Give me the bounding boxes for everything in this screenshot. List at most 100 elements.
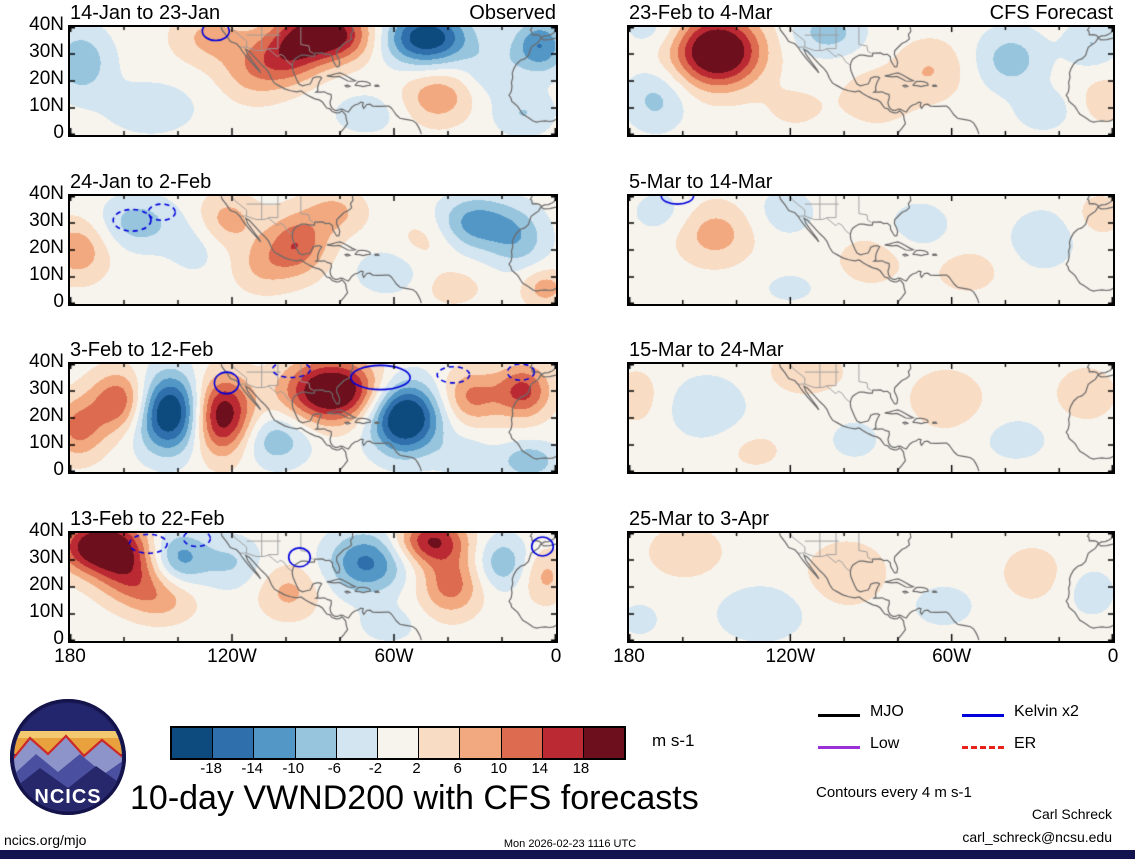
anomaly-map-canvas bbox=[629, 364, 1113, 472]
anomaly-map-canvas bbox=[629, 533, 1113, 641]
map-panel-observed-4: 13-Feb to 22-Feb bbox=[68, 506, 558, 643]
x-axis-label: 0 bbox=[1107, 646, 1119, 667]
y-axis-label: 30N bbox=[29, 41, 64, 62]
colorbar-tick-label: 18 bbox=[572, 760, 590, 777]
colorbar-tick-label: 14 bbox=[531, 760, 549, 777]
x-axis-label: 60W bbox=[932, 646, 972, 667]
credit-name: Carl Schreck bbox=[1031, 806, 1112, 822]
y-axis-label: 20N bbox=[29, 237, 64, 258]
legend-label: Low bbox=[870, 735, 900, 752]
panel-date-range: 15-Mar to 24-Mar bbox=[629, 339, 784, 361]
y-axis-label: 40N bbox=[29, 351, 64, 372]
x-axis-label: 120W bbox=[207, 646, 257, 667]
x-axis-label: 120W bbox=[765, 646, 816, 667]
y-axis-label: 0 bbox=[53, 628, 64, 649]
ncics-logo-text: NCICS bbox=[34, 786, 101, 808]
legend-line-kelvin-x2 bbox=[962, 714, 1004, 717]
map-panel-forecast-4: 25-Mar to 3-Apr bbox=[627, 506, 1115, 643]
legend-label: MJO bbox=[870, 703, 904, 720]
colorbar bbox=[170, 726, 626, 760]
y-axis-label: 10N bbox=[29, 95, 64, 116]
colorbar-segment bbox=[419, 728, 461, 758]
map-panel-observed-2: 24-Jan to 2-Feb bbox=[68, 169, 558, 306]
colorbar-tick-label: -2 bbox=[368, 760, 383, 777]
map-frame bbox=[627, 25, 1115, 137]
map-panel-forecast-1: 23-Feb to 4-Mar CFS Forecast bbox=[627, 0, 1115, 137]
y-axis-label: 40N bbox=[29, 520, 64, 541]
legend-line-low bbox=[818, 746, 860, 749]
y-axis-label: 20N bbox=[29, 405, 64, 426]
y-axis-label: 20N bbox=[29, 574, 64, 595]
map-panel-forecast-2: 5-Mar to 14-Mar bbox=[627, 169, 1115, 306]
panel-date-range: 3-Feb to 12-Feb bbox=[70, 339, 214, 361]
units-label: m s-1 bbox=[652, 731, 695, 750]
map-frame bbox=[627, 531, 1115, 643]
colorbar-tick-label: 2 bbox=[412, 760, 421, 777]
colorbar-tick-label: -18 bbox=[200, 760, 222, 777]
map-frame bbox=[627, 362, 1115, 474]
y-axis-label: 0 bbox=[53, 459, 64, 480]
logo-ring bbox=[10, 699, 126, 815]
y-axis-label: 30N bbox=[29, 547, 64, 568]
anomaly-map-canvas bbox=[70, 364, 556, 472]
colorbar-segment bbox=[213, 728, 255, 758]
anomaly-map-canvas bbox=[70, 196, 556, 304]
site-link: ncics.org/mjo bbox=[4, 832, 87, 848]
map-frame bbox=[68, 362, 558, 474]
credit-email: carl_schreck@ncsu.edu bbox=[962, 829, 1112, 845]
colorbar-segment bbox=[583, 728, 625, 758]
x-axis-label: 180 bbox=[54, 646, 86, 667]
colorbar-segment bbox=[336, 728, 378, 758]
colorbar-segment bbox=[377, 728, 420, 758]
colorbar-tick-label: 10 bbox=[490, 760, 508, 777]
column-header-forecast: CFS Forecast bbox=[989, 2, 1113, 24]
y-axis-label: 20N bbox=[29, 68, 64, 89]
y-axis-label: 10N bbox=[29, 601, 64, 622]
colorbar-segment bbox=[460, 728, 502, 758]
legend-label: Kelvin x2 bbox=[1014, 703, 1079, 720]
colorbar-tick-label: -10 bbox=[282, 760, 305, 777]
colorbar-segment bbox=[254, 728, 296, 758]
map-frame bbox=[68, 194, 558, 306]
panel-date-range: 5-Mar to 14-Mar bbox=[629, 171, 773, 193]
y-axis-label: 40N bbox=[29, 14, 64, 35]
map-frame bbox=[627, 194, 1115, 306]
panel-date-range: 14-Jan to 23-Jan bbox=[70, 2, 221, 24]
panel-date-range: 24-Jan to 2-Feb bbox=[70, 171, 212, 193]
anomaly-map-canvas bbox=[629, 196, 1113, 304]
column-header-observed: Observed bbox=[469, 2, 556, 24]
colorbar-tick-label: -6 bbox=[327, 760, 342, 777]
ncics-logo: NCICS bbox=[10, 699, 126, 815]
colorbar-segment bbox=[542, 728, 584, 758]
map-frame bbox=[68, 25, 558, 137]
panel-date-range: 23-Feb to 4-Mar bbox=[629, 2, 773, 24]
x-axis-label: 180 bbox=[613, 646, 645, 667]
logo-sunset-light bbox=[14, 731, 122, 738]
colorbar-segment bbox=[501, 728, 543, 758]
legend-label: ER bbox=[1014, 735, 1037, 752]
bottom-bar bbox=[0, 850, 1135, 859]
anomaly-map-canvas bbox=[70, 533, 556, 641]
y-axis-label: 0 bbox=[53, 291, 64, 312]
colorbar-segment bbox=[172, 728, 214, 758]
logo-mountain-front bbox=[14, 766, 122, 811]
y-axis-label: 10N bbox=[29, 264, 64, 285]
panel-date-range: 13-Feb to 22-Feb bbox=[70, 508, 225, 530]
y-axis-label: 0 bbox=[53, 122, 64, 143]
y-axis-label: 30N bbox=[29, 378, 64, 399]
map-panel-observed-3: 3-Feb to 12-Feb bbox=[68, 337, 558, 474]
map-frame bbox=[68, 531, 558, 643]
y-axis-label: 40N bbox=[29, 183, 64, 204]
colorbar-segment bbox=[295, 728, 337, 758]
panel-date-range: 25-Mar to 3-Apr bbox=[629, 508, 770, 530]
legend-line-er bbox=[962, 746, 1004, 749]
colorbar-tick-label: 6 bbox=[453, 760, 462, 777]
y-axis-label: 30N bbox=[29, 210, 64, 231]
x-axis-label: 60W bbox=[374, 646, 414, 667]
contour-note: Contours every 4 m s-1 bbox=[816, 784, 972, 801]
x-axis-label: 0 bbox=[550, 646, 562, 667]
map-panel-forecast-3: 15-Mar to 24-Mar bbox=[627, 337, 1115, 474]
y-axis-label: 10N bbox=[29, 432, 64, 453]
anomaly-map-canvas bbox=[629, 27, 1113, 135]
